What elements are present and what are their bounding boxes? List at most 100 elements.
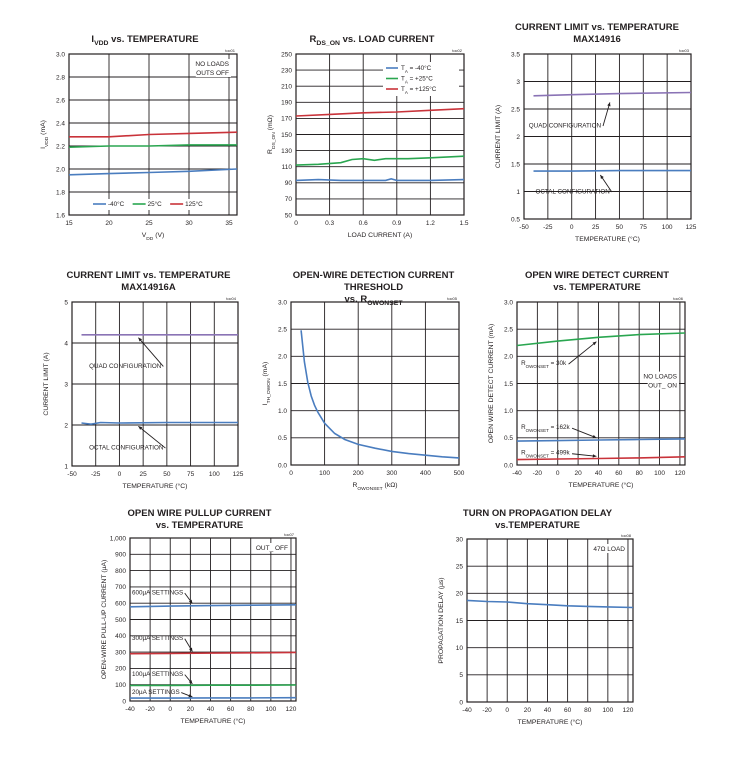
y-tick-label: 130 <box>281 148 292 155</box>
x-tick-label: -20 <box>533 470 543 477</box>
y-tick-label: 2.6 <box>56 97 65 104</box>
callout-label: ROWONSET = 499k <box>521 450 570 459</box>
y-tick-label: 1.8 <box>56 189 65 196</box>
x-tick-label: 400 <box>420 470 431 477</box>
title-line-1: OPEN WIRE PULLUP CURRENT <box>92 508 307 520</box>
y-tick-label: 1.5 <box>511 161 520 168</box>
x-tick-label: -50 <box>67 471 77 478</box>
y-tick-label: 210 <box>281 84 292 91</box>
annotation-text: NO LOADS <box>643 374 677 381</box>
x-axis-label: TEMPERATURE (°C) <box>123 482 188 490</box>
callout-label: ROWONSET = 162k <box>521 424 570 433</box>
callout-arrow <box>572 454 596 457</box>
x-tick-label: -20 <box>145 706 155 713</box>
y-tick-label: 0 <box>122 698 126 705</box>
figure-code: toc08 <box>621 533 632 538</box>
x-tick-label: -25 <box>543 224 553 231</box>
series-line <box>296 156 464 165</box>
y-tick-label: 400 <box>115 633 126 640</box>
callout-label: 600µA SETTINGS <box>132 590 183 597</box>
title-line-2: MAX14916 <box>497 34 697 46</box>
x-tick-label: 20 <box>187 706 195 713</box>
annotation-text: OUT_ ON <box>648 383 677 390</box>
y-axis-label: IVDD (mA) <box>40 120 50 149</box>
y-tick-label: 700 <box>115 584 126 591</box>
x-tick-label: 50 <box>616 224 624 231</box>
y-axis-label: OPEN-WIRE PULL-UP CURRENT (µA) <box>101 560 108 680</box>
y-tick-label: 2.0 <box>278 354 287 361</box>
y-tick-label: 1 <box>64 463 68 470</box>
y-tick-label: 3.5 <box>511 51 520 58</box>
y-tick-label: 1.5 <box>504 381 513 388</box>
x-tick-label: 500 <box>454 470 465 477</box>
title-line-1: TURN ON PROPAGATION DELAY <box>430 508 645 520</box>
y-tick-label: 2 <box>64 422 68 429</box>
y-tick-label: 0.5 <box>278 435 287 442</box>
x-tick-label: 0.6 <box>359 220 368 227</box>
y-tick-label: 110 <box>282 164 293 171</box>
x-tick-label: 100 <box>265 706 276 713</box>
y-tick-label: 90 <box>285 180 293 187</box>
y-tick-label: 1.0 <box>278 408 287 415</box>
y-tick-label: 2.4 <box>56 120 65 127</box>
x-tick-label: 125 <box>233 471 244 478</box>
x-axis-label: TEMPERATURE (°C) <box>575 235 640 243</box>
title-line-2: vs. TEMPERATURE <box>92 520 307 532</box>
y-tick-label: 800 <box>115 568 126 575</box>
y-tick-label: 0 <box>459 699 463 706</box>
x-tick-label: 0 <box>289 470 293 477</box>
callout-label: OCTAL CONFIGURATION <box>89 445 164 452</box>
callout-label: ROWONSET = 30k <box>521 360 567 369</box>
figure-code: toc03 <box>679 48 690 53</box>
y-tick-label: 1.0 <box>504 408 513 415</box>
series-line <box>534 171 692 172</box>
x-axis-label: VDD (V) <box>142 232 165 242</box>
callout-label: 20µA SETTINGS <box>132 689 180 696</box>
x-tick-label: 35 <box>225 220 233 227</box>
y-tick-label: 1 <box>516 189 520 196</box>
title-line-1: CURRENT LIMIT vs. TEMPERATURE <box>46 270 251 282</box>
x-tick-label: 20 <box>524 707 532 714</box>
y-tick-label: 1.6 <box>56 212 65 219</box>
y-tick-label: 170 <box>281 116 292 123</box>
y-axis-label: OPEN WIRE DETECT CURRENT (mA) <box>488 324 495 443</box>
x-tick-label: 100 <box>654 470 665 477</box>
x-tick-label: 0.9 <box>392 220 401 227</box>
x-tick-label: 125 <box>686 224 697 231</box>
y-tick-label: 300 <box>115 649 126 656</box>
y-tick-label: 1.5 <box>278 381 287 388</box>
y-tick-label: 190 <box>281 100 292 107</box>
x-tick-label: 60 <box>564 707 572 714</box>
x-tick-label: 0 <box>556 470 560 477</box>
y-tick-label: 1,000 <box>110 535 127 542</box>
x-tick-label: 0 <box>168 706 172 713</box>
x-tick-label: 25 <box>592 224 600 231</box>
series-line <box>296 179 464 181</box>
y-tick-label: 3.0 <box>278 299 287 306</box>
callout-arrowhead <box>600 175 603 179</box>
callout-label: QUAD CONFIGURATION <box>89 363 162 370</box>
x-tick-label: -25 <box>91 471 101 478</box>
title-line-2: vs.TEMPERATURE <box>430 520 645 532</box>
callout-label: 300µA SETTINGS <box>132 635 183 642</box>
x-axis-label: LOAD CURRENT (A) <box>348 232 412 239</box>
x-tick-label: -40 <box>462 707 472 714</box>
x-tick-label: 0 <box>118 471 122 478</box>
y-tick-label: 100 <box>115 682 126 689</box>
legend-label: -40°C <box>108 200 125 208</box>
title-line-1: CURRENT LIMIT vs. TEMPERATURE <box>497 22 697 34</box>
y-tick-label: 600 <box>115 601 126 608</box>
x-tick-label: 40 <box>207 706 215 713</box>
y-tick-label: 2.0 <box>504 354 513 361</box>
y-tick-label: 0.0 <box>278 462 287 469</box>
x-tick-label: 120 <box>623 707 634 714</box>
y-tick-label: 0.0 <box>504 462 513 469</box>
x-tick-label: 80 <box>584 707 592 714</box>
y-tick-label: 5 <box>459 672 463 679</box>
